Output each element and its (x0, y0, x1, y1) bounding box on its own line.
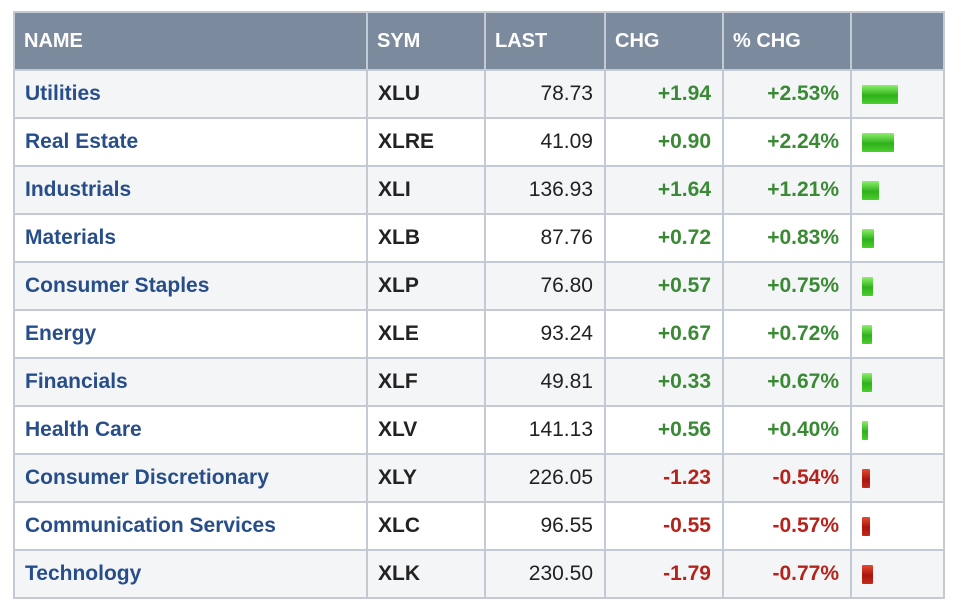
change-cell: -1.23 (604, 453, 724, 503)
sector-name-link[interactable]: Technology (13, 549, 368, 599)
header-name[interactable]: NAME (13, 11, 368, 71)
header-last[interactable]: LAST (484, 11, 606, 71)
bar-cell (850, 69, 945, 119)
symbol-cell: XLF (366, 357, 486, 407)
last-price-cell: 141.13 (484, 405, 606, 455)
sector-name-link[interactable]: Financials (13, 357, 368, 407)
percent-change-cell: +0.67% (722, 357, 852, 407)
last-price-cell: 49.81 (484, 357, 606, 407)
header-bar (850, 11, 945, 71)
bar-cell (850, 213, 945, 263)
symbol-cell: XLB (366, 213, 486, 263)
change-bar (862, 324, 872, 344)
table-header: NAME SYM LAST CHG % CHG (13, 11, 945, 71)
change-bar (862, 180, 879, 200)
change-bar (862, 372, 872, 392)
change-cell: +0.56 (604, 405, 724, 455)
change-bar (862, 516, 870, 536)
table-row[interactable]: Real Estate XLRE 41.09 +0.90 +2.24% (13, 117, 945, 167)
table-row[interactable]: Industrials XLI 136.93 +1.64 +1.21% (13, 165, 945, 215)
change-bar (862, 276, 873, 296)
symbol-cell: XLY (366, 453, 486, 503)
header-chg[interactable]: CHG (604, 11, 724, 71)
last-price-cell: 78.73 (484, 69, 606, 119)
bar-cell (850, 405, 945, 455)
percent-change-cell: -0.57% (722, 501, 852, 551)
symbol-cell: XLRE (366, 117, 486, 167)
last-price-cell: 230.50 (484, 549, 606, 599)
change-bar (862, 132, 894, 152)
change-cell: +0.67 (604, 309, 724, 359)
table-row[interactable]: Financials XLF 49.81 +0.33 +0.67% (13, 357, 945, 407)
header-sym[interactable]: SYM (366, 11, 486, 71)
change-bar (862, 564, 873, 584)
bar-cell (850, 357, 945, 407)
symbol-cell: XLP (366, 261, 486, 311)
sector-name-link[interactable]: Health Care (13, 405, 368, 455)
percent-change-cell: +0.40% (722, 405, 852, 455)
last-price-cell: 93.24 (484, 309, 606, 359)
last-price-cell: 76.80 (484, 261, 606, 311)
percent-change-cell: +0.72% (722, 309, 852, 359)
last-price-cell: 96.55 (484, 501, 606, 551)
header-pct-chg[interactable]: % CHG (722, 11, 852, 71)
bar-cell (850, 261, 945, 311)
sector-name-link[interactable]: Real Estate (13, 117, 368, 167)
percent-change-cell: +0.83% (722, 213, 852, 263)
symbol-cell: XLK (366, 549, 486, 599)
change-cell: +1.64 (604, 165, 724, 215)
sector-name-link[interactable]: Communication Services (13, 501, 368, 551)
change-cell: +0.90 (604, 117, 724, 167)
last-price-cell: 136.93 (484, 165, 606, 215)
change-cell: +0.33 (604, 357, 724, 407)
percent-change-cell: +0.75% (722, 261, 852, 311)
change-bar (862, 228, 874, 248)
table-row[interactable]: Consumer Discretionary XLY 226.05 -1.23 -0.5… (13, 453, 945, 503)
sector-name-link[interactable]: Industrials (13, 165, 368, 215)
change-bar (862, 468, 870, 488)
change-bar (862, 420, 868, 440)
last-price-cell: 226.05 (484, 453, 606, 503)
sector-name-link[interactable]: Consumer Staples (13, 261, 368, 311)
sector-name-link[interactable]: Materials (13, 213, 368, 263)
bar-cell (850, 165, 945, 215)
bar-cell (850, 309, 945, 359)
change-cell: +0.57 (604, 261, 724, 311)
last-price-cell: 87.76 (484, 213, 606, 263)
table-body: Utilities XLU 78.73 +1.94 +2.53% Real Estate X… (13, 69, 945, 599)
bar-cell (850, 549, 945, 599)
table-row[interactable]: Consumer Staples XLP 76.80 +0.57 +0.75% (13, 261, 945, 311)
sector-name-link[interactable]: Consumer Discretionary (13, 453, 368, 503)
bar-cell (850, 453, 945, 503)
sector-name-link[interactable]: Utilities (13, 69, 368, 119)
table-row[interactable]: Energy XLE 93.24 +0.67 +0.72% (13, 309, 945, 359)
table-row[interactable]: Materials XLB 87.76 +0.72 +0.83% (13, 213, 945, 263)
symbol-cell: XLV (366, 405, 486, 455)
change-bar (862, 84, 898, 104)
percent-change-cell: +2.24% (722, 117, 852, 167)
header-row: NAME SYM LAST CHG % CHG (13, 11, 945, 71)
sector-name-link[interactable]: Energy (13, 309, 368, 359)
change-cell: -1.79 (604, 549, 724, 599)
symbol-cell: XLC (366, 501, 486, 551)
sector-performance-table: NAME SYM LAST CHG % CHG Utilities XLU 78.7… (13, 11, 945, 599)
change-cell: +1.94 (604, 69, 724, 119)
percent-change-cell: -0.54% (722, 453, 852, 503)
bar-cell (850, 117, 945, 167)
bar-cell (850, 501, 945, 551)
change-cell: -0.55 (604, 501, 724, 551)
symbol-cell: XLI (366, 165, 486, 215)
table-row[interactable]: Health Care XLV 141.13 +0.56 +0.40% (13, 405, 945, 455)
percent-change-cell: +2.53% (722, 69, 852, 119)
table-row[interactable]: Technology XLK 230.50 -1.79 -0.77% (13, 549, 945, 599)
table-row[interactable]: Utilities XLU 78.73 +1.94 +2.53% (13, 69, 945, 119)
percent-change-cell: -0.77% (722, 549, 852, 599)
table-row[interactable]: Communication Services XLC 96.55 -0.55 -0.57… (13, 501, 945, 551)
percent-change-cell: +1.21% (722, 165, 852, 215)
last-price-cell: 41.09 (484, 117, 606, 167)
symbol-cell: XLU (366, 69, 486, 119)
change-cell: +0.72 (604, 213, 724, 263)
symbol-cell: XLE (366, 309, 486, 359)
